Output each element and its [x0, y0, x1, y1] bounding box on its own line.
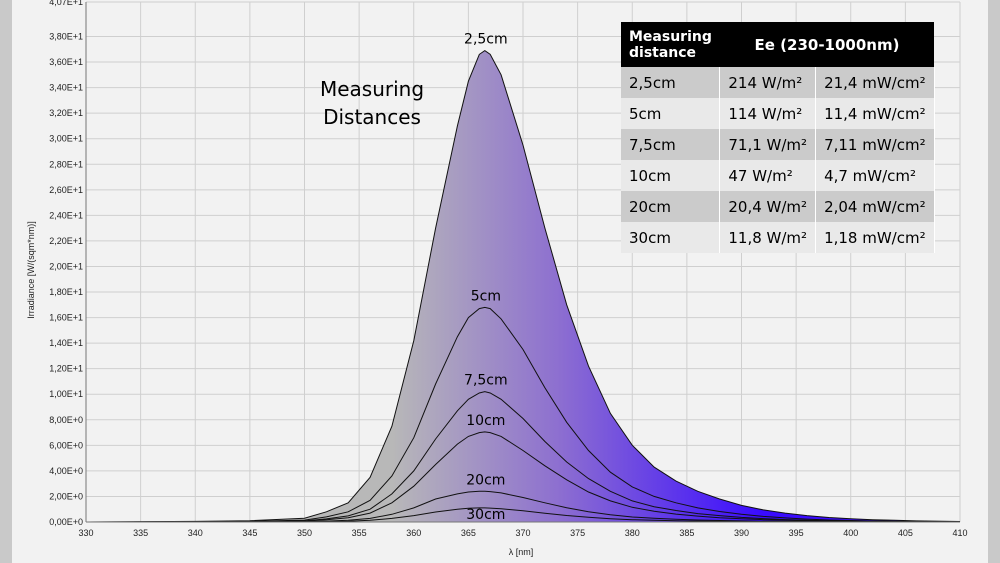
series-label-7-5cm: 7,5cm [464, 373, 508, 389]
ee-mwcm2-cell: 21,4 mW/cm² [815, 67, 935, 98]
y-tick-label: 4,00E+0 [49, 466, 83, 476]
table-body: 2,5cm 214 W/m² 21,4 mW/cm² 5cm 114 W/m² 11,4 … [621, 67, 935, 253]
spectrum-area [86, 50, 960, 522]
ee-mwcm2-cell: 2,04 mW/cm² [815, 191, 935, 222]
x-tick-label: 375 [570, 528, 585, 538]
series-line-10cm [85, 431, 961, 523]
ee-wm2-cell: 114 W/m² [719, 98, 817, 129]
y-tick-label: 1,00E+1 [49, 389, 83, 399]
distance-cell: 30cm [621, 222, 721, 253]
header-measuring-distance: Measuring distance [621, 22, 720, 67]
table-row: 7,5cm 71,1 W/m² 7,11 mW/cm² [621, 129, 935, 160]
y-axis-label: Irradiance [W/(sqm*nm)] [26, 221, 36, 319]
series-line-5cm [85, 306, 961, 523]
ee-mwcm2-cell: 7,11 mW/cm² [815, 129, 935, 160]
series-label-20cm: 20cm [466, 472, 505, 488]
x-tick-label: 380 [625, 528, 640, 538]
x-tick-label: 390 [734, 528, 749, 538]
series-label-5cm: 5cm [471, 288, 501, 304]
y-tick-label: 0,00E+0 [49, 517, 83, 527]
table-row: 5cm 114 W/m² 11,4 mW/cm² [621, 98, 935, 129]
x-axis-label: λ [nm] [509, 547, 534, 557]
x-tick-label: 410 [952, 528, 967, 538]
y-tick-label: 1,80E+1 [49, 287, 83, 297]
x-tick-label: 365 [461, 528, 476, 538]
header-ee: Ee (230-1000nm) [719, 22, 935, 67]
tick-labels: 330 335 340 345 350 355 360 365 370 375 380 385 390 3… [49, 0, 967, 538]
table-row: 20cm 20,4 W/m² 2,04 mW/cm² [621, 191, 935, 222]
ee-wm2-cell: 11,8 W/m² [719, 222, 817, 253]
y-tick-label: 2,20E+1 [49, 236, 83, 246]
series-label-10cm: 10cm [466, 413, 505, 429]
series-lines [85, 49, 961, 523]
ee-wm2-cell: 20,4 W/m² [719, 191, 817, 222]
distance-cell: 7,5cm [621, 129, 721, 160]
y-tick-label: 3,40E+1 [49, 83, 83, 93]
x-tick-label: 370 [515, 528, 530, 538]
y-tick-label: 2,40E+1 [49, 210, 83, 220]
ee-wm2-cell: 47 W/m² [719, 160, 817, 191]
table-row: 10cm 47 W/m² 4,7 mW/cm² [621, 160, 935, 191]
axes [85, 2, 960, 523]
distance-cell: 20cm [621, 191, 721, 222]
area-fill [86, 50, 960, 522]
ee-wm2-cell: 71,1 W/m² [719, 129, 817, 160]
x-tick-label: 395 [789, 528, 804, 538]
x-tick-label: 400 [843, 528, 858, 538]
distance-cell: 5cm [621, 98, 721, 129]
y-tick-label: 2,00E+1 [49, 261, 83, 271]
y-tick-label: 1,60E+1 [49, 313, 83, 323]
x-tick-label: 385 [679, 528, 694, 538]
x-tick-label: 330 [78, 528, 93, 538]
series-label-30cm: 30cm [466, 507, 505, 523]
ee-wm2-cell: 214 W/m² [719, 67, 817, 98]
y-tick-label: 3,60E+1 [49, 57, 83, 67]
y-tick-label: 1,20E+1 [49, 364, 83, 374]
irradiance-table: Measuring distance Ee (230-1000nm) 2,5cm 2… [621, 22, 935, 253]
distance-cell: 2,5cm [621, 67, 721, 98]
ee-mwcm2-cell: 4,7 mW/cm² [815, 160, 935, 191]
x-tick-label: 340 [188, 528, 203, 538]
chart-frame: 330 335 340 345 350 355 360 365 370 375 380 385 390 3… [12, 0, 988, 563]
y-tick-label: 6,00E+0 [49, 440, 83, 450]
ee-mwcm2-cell: 1,18 mW/cm² [815, 222, 935, 253]
measuring-distances-annotation: Measuring Distances [320, 77, 424, 129]
ee-mwcm2-cell: 11,4 mW/cm² [815, 98, 935, 129]
x-tick-label: 350 [297, 528, 312, 538]
table-row: 2,5cm 214 W/m² 21,4 mW/cm² [621, 67, 935, 98]
series-label-2-5cm: 2,5cm [464, 32, 508, 48]
series-labels: 2,5cm 5cm 7,5cm 10cm 20cm 30cm [464, 32, 508, 523]
y-tick-label: 8,00E+0 [49, 415, 83, 425]
distance-cell: 10cm [621, 160, 721, 191]
table-header-row: Measuring distance Ee (230-1000nm) [621, 22, 935, 67]
x-tick-label: 335 [133, 528, 148, 538]
x-tick-label: 345 [242, 528, 257, 538]
x-tick-label: 405 [898, 528, 913, 538]
y-tick-label: 2,80E+1 [49, 159, 83, 169]
y-tick-label: 2,60E+1 [49, 185, 83, 195]
series-line-2-5cm [85, 49, 961, 523]
y-tick-label: 3,80E+1 [49, 31, 83, 41]
y-tick-label: 3,20E+1 [49, 108, 83, 118]
y-tick-label: 3,00E+1 [49, 134, 83, 144]
table-row: 30cm 11,8 W/m² 1,18 mW/cm² [621, 222, 935, 253]
y-tick-label: 2,00E+0 [49, 491, 83, 501]
x-tick-label: 355 [352, 528, 367, 538]
x-tick-label: 360 [406, 528, 421, 538]
y-tick-label: 4,07E+1 [49, 0, 83, 7]
y-tick-label: 1,40E+1 [49, 338, 83, 348]
